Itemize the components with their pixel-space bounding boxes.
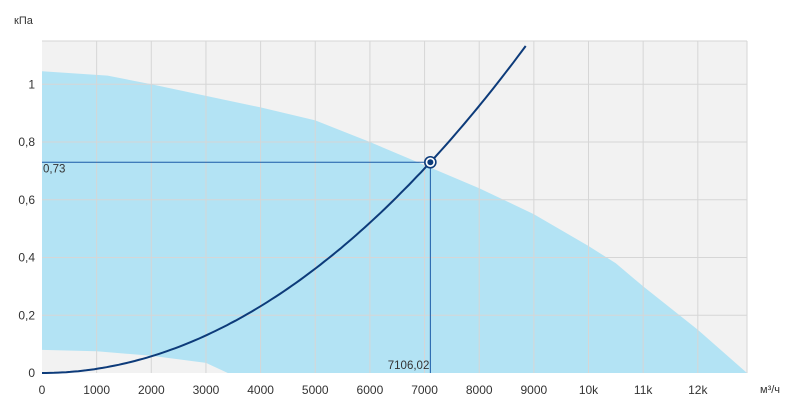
x-axis-unit: м³/ч: [760, 384, 780, 396]
y-tick-label: 0,4: [18, 251, 35, 265]
x-tick-label: 4000: [247, 383, 274, 397]
y-tick-label: 0: [28, 366, 35, 380]
y-tick-label: 0,2: [18, 308, 35, 322]
operating-point-y-label: 0,73: [43, 163, 65, 175]
y-tick-label: 1: [28, 77, 35, 91]
gridlines: [42, 40, 748, 373]
x-tick-label: 12k: [688, 383, 708, 397]
y-tick-label: 0,8: [18, 135, 35, 149]
x-tick-label: 3000: [193, 383, 220, 397]
operating-point-x-label: 7106,02: [388, 360, 430, 372]
x-tick-label: 8000: [466, 383, 493, 397]
x-tick-label: 7000: [411, 383, 438, 397]
x-tick-label: 0: [39, 383, 46, 397]
x-tick-label: 10k: [579, 383, 599, 397]
x-axis-ticks: 0 1000 2000 3000 4000 5000 6000 7000 8000 9000 10k…: [39, 383, 709, 397]
x-tick-label: 6000: [357, 383, 384, 397]
x-tick-label: 2000: [138, 383, 165, 397]
x-tick-label: 5000: [302, 383, 329, 397]
y-axis-ticks: 0 0,2 0,4 0,6 0,8 1: [18, 77, 35, 380]
system-curve: [42, 45, 527, 374]
y-axis-unit: кПа: [14, 15, 34, 27]
operating-area: [42, 71, 747, 374]
y-tick-label: 0,6: [18, 193, 35, 207]
x-tick-label: 1000: [83, 383, 110, 397]
operating-point-marker-center: [427, 159, 434, 166]
x-tick-label: 11k: [634, 383, 653, 397]
x-tick-label: 9000: [521, 383, 548, 397]
